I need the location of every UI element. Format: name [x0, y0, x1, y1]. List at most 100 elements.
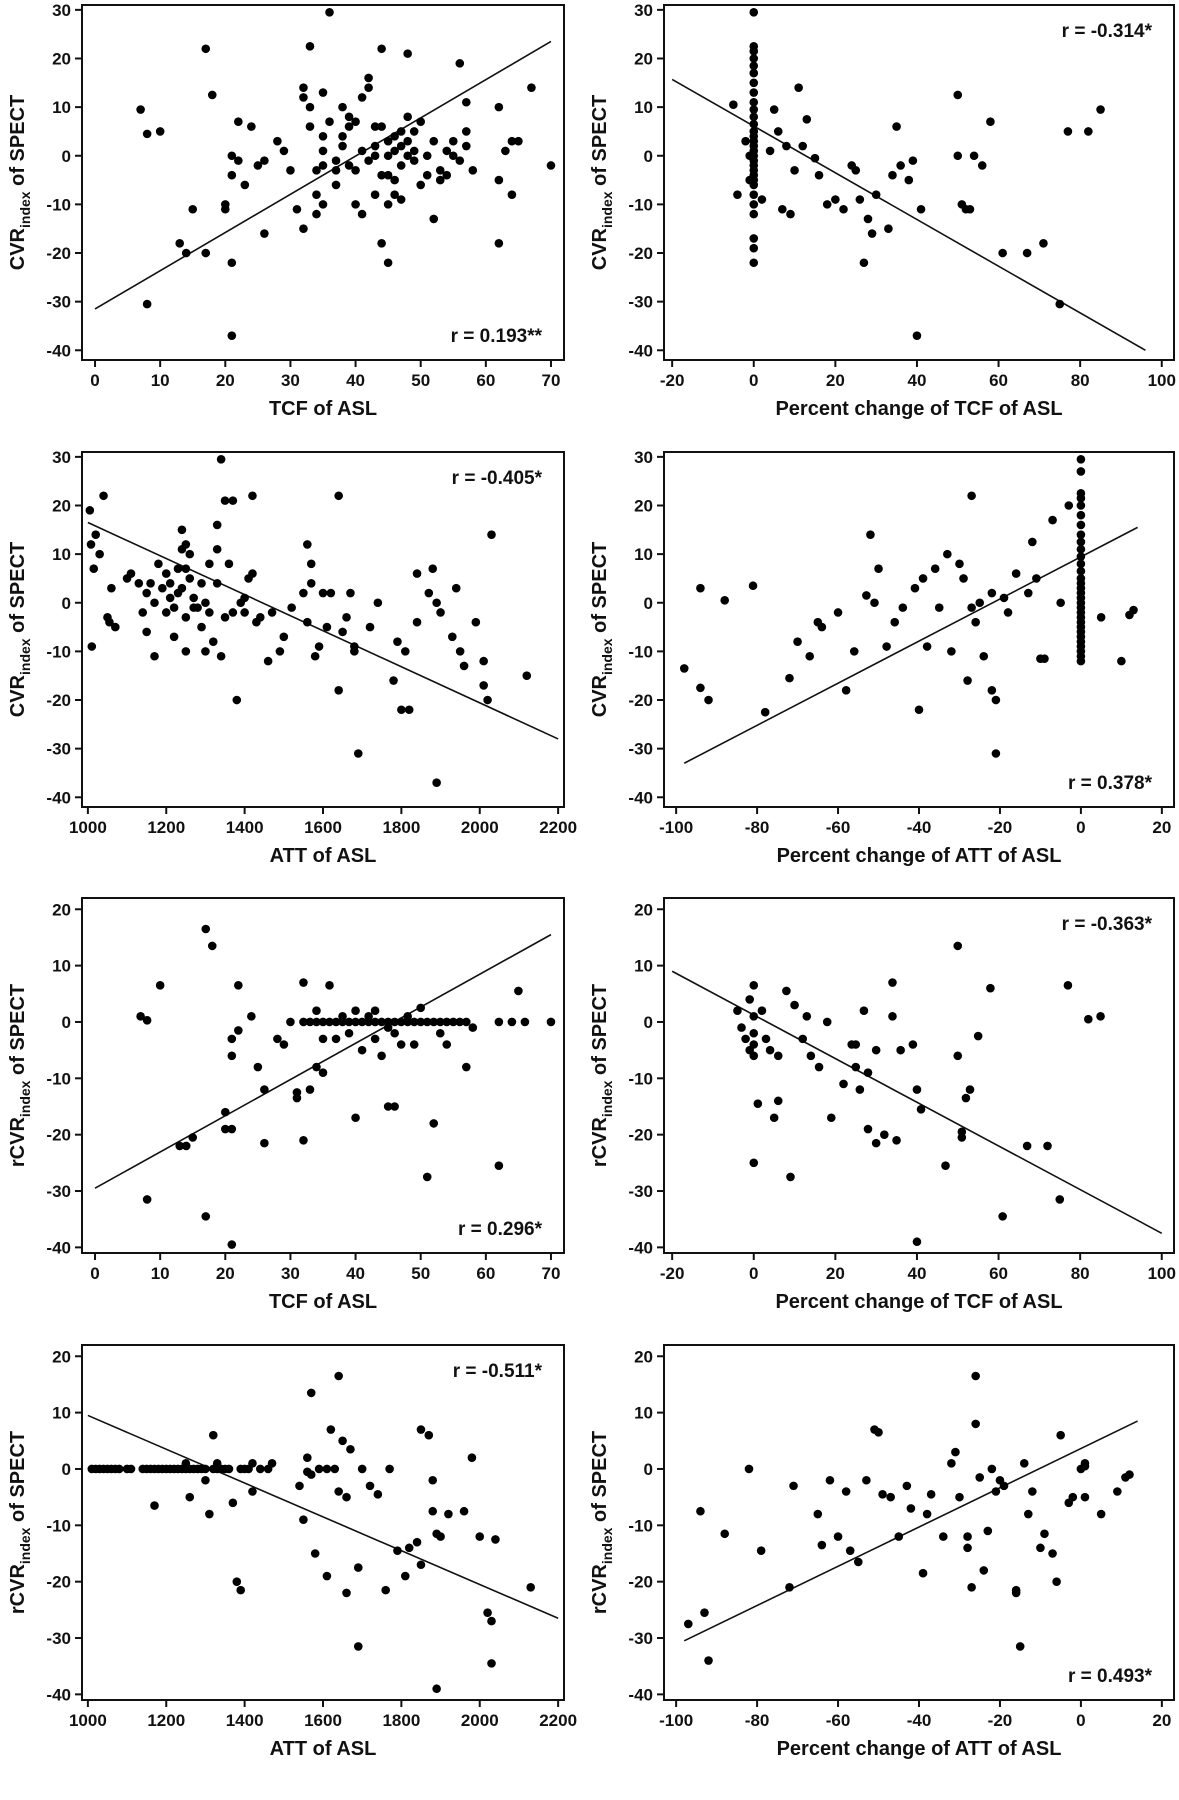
data-point	[188, 1133, 198, 1142]
x-tick-label: 1200	[147, 1711, 185, 1730]
data-point	[169, 632, 179, 642]
data-point	[351, 1017, 360, 1027]
data-point	[393, 1546, 402, 1555]
data-point	[494, 1017, 504, 1027]
data-point	[412, 1537, 422, 1547]
data-point	[299, 1136, 308, 1145]
data-point	[89, 564, 99, 574]
data-point	[173, 564, 183, 574]
x-tick-label: -40	[907, 1711, 932, 1730]
data-point	[393, 637, 402, 646]
data-point	[248, 569, 257, 578]
data-point	[749, 258, 759, 268]
data-point	[520, 1017, 530, 1027]
data-point	[107, 583, 116, 593]
data-point	[314, 642, 324, 651]
data-point	[749, 61, 759, 71]
data-point	[318, 132, 328, 141]
y-tick-label: -30	[46, 293, 71, 312]
data-point	[142, 1195, 152, 1204]
data-point	[207, 941, 217, 951]
data-point	[749, 88, 759, 97]
data-point	[344, 122, 354, 131]
data-point	[483, 1608, 492, 1617]
data-point	[338, 1436, 347, 1446]
regression-line	[671, 970, 1163, 1234]
data-point	[955, 559, 964, 569]
scatter-panel-d: -100 -80 -60 -40 -20 0 20 30 20 10 0 -10 -20 -30 -40 Pe…	[589, 448, 1175, 867]
data-point	[983, 1526, 993, 1536]
data-point	[322, 622, 332, 632]
data-point	[785, 673, 794, 683]
data-point	[1043, 1141, 1052, 1151]
data-point	[338, 1017, 347, 1027]
data-point	[267, 1459, 277, 1468]
data-point	[205, 608, 214, 617]
data-point	[299, 978, 308, 987]
data-point	[188, 204, 198, 214]
data-point	[965, 1085, 975, 1094]
x-tick-label: 70	[542, 1264, 561, 1283]
y-tick-label: -30	[46, 1629, 71, 1648]
x-tick-label: -100	[659, 1711, 693, 1730]
data-point	[177, 525, 187, 535]
data-point	[888, 978, 897, 987]
data-point	[181, 647, 191, 656]
regression-line	[94, 933, 552, 1189]
data-point	[886, 1492, 895, 1502]
correlation-annotation: r = 0.296*	[458, 1219, 543, 1240]
data-point	[181, 613, 191, 622]
regression-line	[683, 526, 1138, 764]
data-point	[435, 1017, 445, 1027]
data-point	[370, 1006, 380, 1015]
data-point	[866, 530, 875, 539]
data-point	[220, 496, 230, 505]
data-point	[416, 1003, 426, 1013]
data-point	[918, 574, 928, 583]
data-point	[1003, 608, 1013, 617]
data-point	[696, 683, 705, 693]
data-point	[748, 581, 758, 591]
data-point	[396, 1040, 406, 1049]
data-point	[494, 175, 504, 185]
data-point	[749, 1012, 759, 1021]
data-point	[208, 1430, 218, 1440]
data-point	[448, 151, 458, 161]
data-point	[546, 1017, 556, 1027]
x-tick-label: 0	[90, 1264, 99, 1283]
x-tick-label: 50	[411, 1264, 430, 1283]
data-point	[930, 564, 940, 574]
data-point	[318, 1034, 328, 1044]
data-point	[806, 1051, 816, 1061]
y-axis-label-base: rCVR	[7, 1117, 29, 1168]
data-point	[1076, 520, 1086, 530]
scatter-panel-b: -20 0 20 40 60 80 1003020100-10-20-30-40Percen…	[589, 1, 1176, 420]
data-point	[786, 209, 795, 219]
data-point	[334, 1371, 343, 1381]
data-point	[969, 151, 979, 161]
data-point	[228, 608, 238, 617]
y-tick-label: -10	[46, 1516, 71, 1535]
data-point	[377, 170, 386, 180]
data-point	[749, 209, 759, 219]
data-point	[212, 520, 222, 530]
data-point	[334, 1487, 343, 1496]
data-point	[963, 676, 972, 685]
data-point	[1076, 656, 1086, 666]
data-point	[351, 166, 360, 175]
data-point	[260, 1138, 269, 1148]
plot-frame	[81, 897, 565, 1254]
data-point	[455, 1017, 465, 1027]
data-point	[390, 1017, 399, 1027]
data-point	[396, 141, 406, 151]
data-point	[91, 530, 101, 539]
data-point	[947, 647, 956, 656]
data-point	[240, 593, 249, 603]
y-tick-label: 10	[52, 545, 71, 564]
y-tick-label: -20	[46, 1573, 71, 1592]
data-point	[412, 569, 422, 578]
data-point	[436, 1532, 445, 1541]
data-point	[855, 1085, 865, 1094]
data-point	[390, 190, 399, 199]
data-point	[365, 1481, 375, 1491]
